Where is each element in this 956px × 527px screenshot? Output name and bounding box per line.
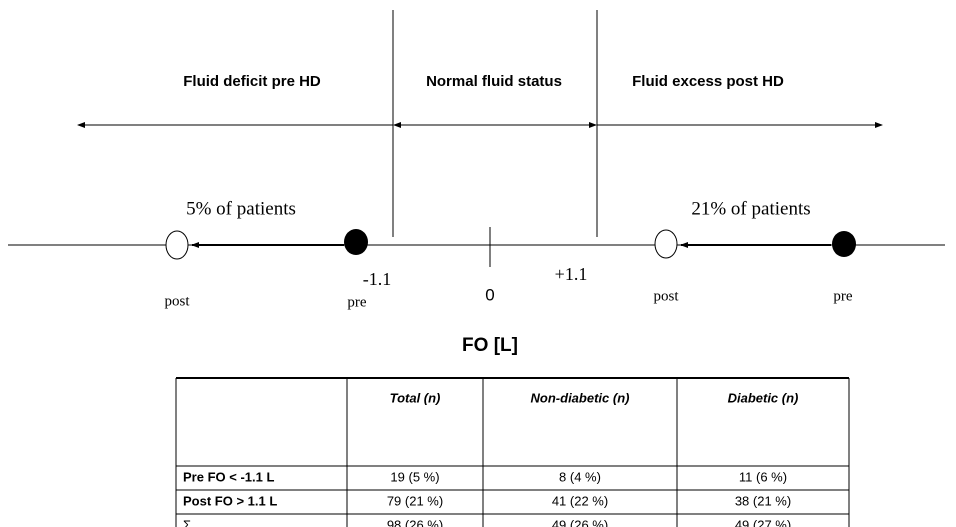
threshold-label: +1.1 [555, 264, 588, 284]
region-label: Normal fluid status [426, 73, 562, 90]
post-marker [654, 229, 678, 259]
pre-marker [832, 231, 856, 257]
threshold-label: 0 [485, 285, 494, 304]
table-cell: 19 (5 %) [390, 469, 439, 484]
table-cell: 79 (21 %) [387, 493, 443, 508]
axis-label: FO [L] [462, 335, 518, 356]
table-cell: 49 (26 %) [552, 517, 608, 527]
region-label: Fluid excess post HD [632, 73, 784, 90]
point-label: post [653, 288, 679, 304]
point-label: post [164, 293, 190, 309]
share-label: 21% of patients [691, 198, 810, 219]
row-label: Σ [183, 517, 191, 527]
table-cell: 49 (27 %) [735, 517, 791, 527]
table-cell: 98 (26 %) [387, 517, 443, 527]
table-cell: 8 (4 %) [559, 469, 601, 484]
point-label: pre [347, 294, 366, 310]
share-label: 5% of patients [186, 198, 296, 219]
table: Total (n) Non-diabetic (n) Diabetic (n) Pre… [175, 377, 850, 527]
column-header: Diabetic (n) [728, 390, 799, 405]
row-label: Post FO > 1.1 L [183, 493, 277, 508]
table-cell: 38 (21 %) [735, 493, 791, 508]
column-header: Non-diabetic (n) [531, 390, 630, 405]
threshold-label: -1.1 [363, 269, 392, 289]
pre-marker [344, 229, 368, 255]
table-cell: 41 (22 %) [552, 493, 608, 508]
table-cell: 11 (6 %) [739, 469, 787, 484]
post-marker [165, 230, 189, 260]
region-label: Fluid deficit pre HD [183, 73, 321, 90]
point-label: pre [833, 288, 852, 304]
column-header: Total (n) [390, 390, 441, 405]
row-label: Pre FO < -1.1 L [183, 469, 274, 484]
